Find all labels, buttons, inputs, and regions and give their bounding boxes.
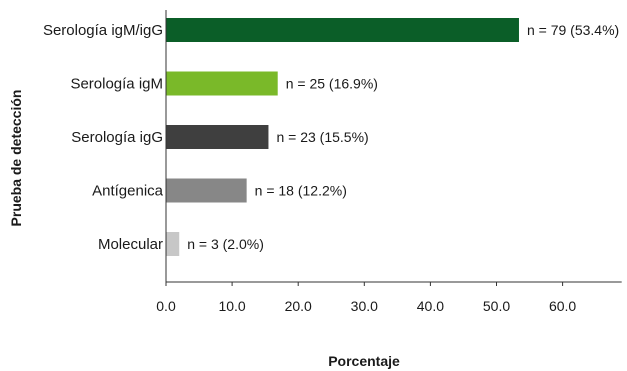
data-label-1: n = 79 (53.4%)	[527, 22, 619, 38]
bar-5	[166, 232, 180, 256]
x-tick-label-7: 60.0	[549, 298, 576, 314]
x-tick-label-3: 20.0	[285, 298, 312, 314]
x-tick-label-2: 10.0	[218, 298, 245, 314]
category-label-1: Serología igM/igG	[43, 22, 163, 39]
x-ticks-layer: 0.0 10.0 20.0 30.0 40.0 50.0 60.0	[156, 282, 576, 314]
data-label-4: n = 18 (12.2%)	[255, 183, 347, 199]
x-tick-label-4: 30.0	[351, 298, 378, 314]
y-axis-title: Prueba de detección	[8, 90, 24, 227]
bars-layer	[166, 18, 519, 256]
bar-3	[166, 125, 269, 149]
category-label-4: Antígenica	[92, 183, 164, 200]
labels-layer: Serología igM/igG n = 79 (53.4%) Serología…	[43, 22, 619, 253]
data-label-5: n = 3 (2.0%)	[187, 236, 264, 252]
x-axis-title: Porcentaje	[328, 353, 400, 369]
data-label-3: n = 23 (15.5%)	[276, 129, 368, 145]
bar-2	[166, 71, 278, 96]
x-tick-label-1: 0.0	[156, 298, 176, 314]
x-tick-label-5: 40.0	[417, 298, 444, 314]
bar-1	[166, 18, 519, 42]
category-label-2: Serología igM	[70, 76, 163, 93]
data-label-2: n = 25 (16.9%)	[286, 76, 378, 92]
x-tick-label-6: 50.0	[483, 298, 510, 314]
bar-4	[166, 178, 247, 203]
category-label-5: Molecular	[98, 236, 163, 253]
category-label-3: Serología igG	[71, 129, 163, 146]
